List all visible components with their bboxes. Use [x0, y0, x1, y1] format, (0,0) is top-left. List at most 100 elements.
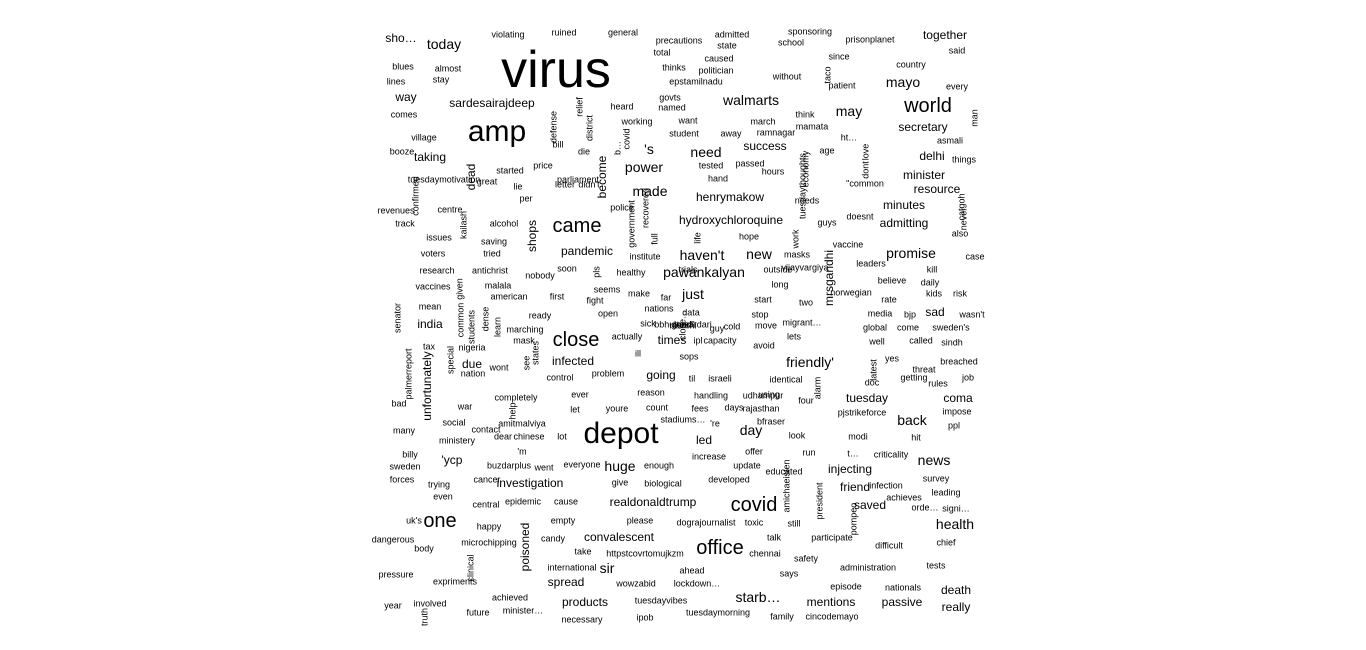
word-14: mayo [885, 74, 921, 90]
word-48: minutes [882, 198, 926, 212]
word-6: covid [730, 494, 778, 516]
word-155: candy [540, 533, 566, 544]
word-70: together [922, 28, 968, 42]
word-278: hope [738, 231, 760, 242]
word-3: world [904, 95, 952, 117]
word-98: voters [420, 248, 446, 259]
word-183: tests [926, 560, 946, 571]
word-119: happy [476, 521, 502, 532]
word-15: may [835, 103, 863, 119]
word-307: far [660, 292, 672, 303]
word-356: named [658, 102, 686, 113]
word-293: udhampur [742, 390, 784, 401]
word-137: american [490, 291, 528, 302]
word-261: norwegian [830, 287, 872, 298]
word-1: amp [467, 115, 527, 148]
word-43: india [417, 317, 443, 331]
word-78: admitted [714, 29, 750, 40]
word-27: just [682, 286, 704, 302]
word-291: cold [723, 321, 741, 332]
word-36: success [743, 139, 787, 153]
word-12: health [935, 516, 975, 532]
word-52: injecting [827, 462, 873, 476]
word-240: kids [925, 288, 943, 299]
word-114: senator [392, 302, 403, 334]
word-367: close… [677, 309, 688, 341]
word-265: tuesdaythoughts [797, 152, 808, 220]
word-353: working [621, 116, 653, 127]
word-38: going [646, 368, 676, 382]
word-231: well [869, 336, 885, 347]
word-46: infected [551, 354, 595, 368]
word-51: secretary [898, 120, 948, 134]
word-233: sindh [941, 337, 963, 348]
word-229: latest [868, 359, 879, 381]
word-134: saving [480, 236, 508, 247]
word-267: patient [828, 80, 856, 91]
word-322: reason [637, 387, 665, 398]
word-66: pandemic [560, 244, 614, 258]
word-281: vijayvargiya [781, 262, 829, 273]
word-107: forces [389, 474, 415, 485]
word-251: things [951, 154, 977, 165]
word-246: case [965, 251, 985, 262]
word-315: ipl [693, 335, 703, 346]
word-55: coma [943, 391, 973, 405]
word-219: handling [693, 390, 729, 401]
word-58: passive [881, 595, 923, 609]
word-357: govts [659, 92, 681, 103]
word-23: huge [604, 458, 636, 474]
word-352: heard [610, 101, 634, 112]
word-247: also [951, 228, 969, 239]
word-17: made [632, 183, 668, 199]
word-176: safety [793, 553, 819, 564]
word-348: defense [548, 110, 559, 144]
word-57: really [941, 600, 971, 614]
word-346: parliament [556, 174, 600, 185]
word-136: malala [484, 280, 512, 291]
word-132: alcohol [489, 218, 519, 229]
word-363: uk's [406, 515, 422, 526]
word-44: due [461, 357, 483, 371]
word-113: dangerous [371, 534, 415, 545]
word-232: called [909, 335, 933, 346]
word-160: necessary [561, 614, 603, 625]
word-95: track [395, 218, 415, 229]
word-283: long [771, 279, 789, 290]
word-100: vaccines [415, 281, 451, 292]
word-39: sad [925, 305, 945, 319]
word-196: biological [644, 478, 682, 489]
word-9: starb… [735, 589, 781, 605]
word-217: 're [710, 418, 720, 429]
word-320: israeli [708, 373, 732, 384]
word-321: problem [591, 368, 625, 379]
word-337: die [577, 146, 591, 157]
word-175: talk [766, 532, 782, 543]
word-168: ahead [679, 565, 705, 576]
word-323: let [570, 404, 580, 415]
word-325: count [645, 402, 669, 413]
word-204: t… [847, 448, 859, 459]
word-162: ipob [636, 612, 654, 623]
word-8: one [423, 510, 457, 532]
word-56: death [940, 583, 972, 597]
word-216: days [724, 402, 744, 413]
word-101: mean [418, 301, 442, 312]
word-87: almost [434, 63, 462, 74]
word-285: two [798, 297, 814, 308]
word-225: getting [900, 372, 928, 383]
word-11: news [917, 452, 951, 468]
word-141: marching [506, 324, 544, 335]
word-163: tuesdaymorning [685, 607, 751, 618]
word-157: international [547, 562, 597, 573]
word-311: sick [640, 318, 656, 329]
word-28: day [739, 422, 763, 438]
word-195: developed [708, 474, 750, 485]
word-139: first [549, 291, 565, 302]
word-102: tax [422, 341, 436, 352]
word-167: lockdown… [673, 578, 721, 589]
word-305: fight [586, 295, 604, 306]
word-144: completely [494, 392, 538, 403]
word-235: come [896, 322, 920, 333]
word-257: needs [794, 195, 820, 206]
